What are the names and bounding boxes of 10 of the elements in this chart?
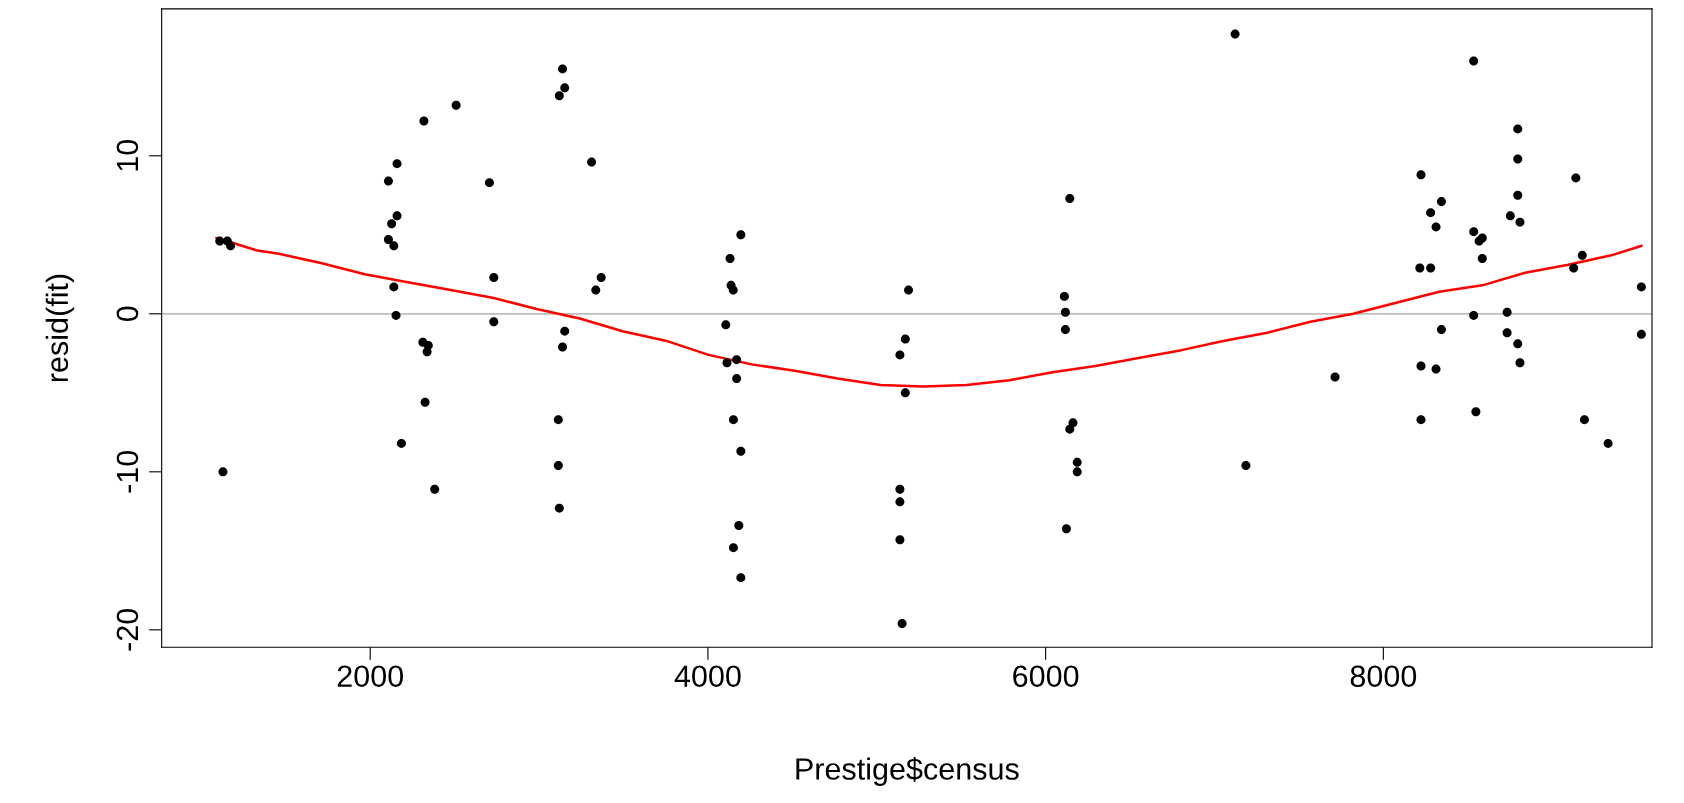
x-axis-title: Prestige$census: [796, 756, 1019, 786]
x-tick-label: 2000: [337, 665, 403, 688]
y-tick-label: -10: [116, 450, 139, 493]
x-tick-label: 8000: [1350, 665, 1417, 688]
y-tick-label: 10: [116, 139, 139, 171]
x-tick-label: 6000: [1013, 665, 1079, 688]
y-tick-label: -20: [116, 608, 139, 651]
y-axis-title: resid(fit): [45, 274, 75, 382]
x-tick-label: 4000: [674, 665, 741, 688]
y-tick-label: 0: [116, 306, 139, 322]
